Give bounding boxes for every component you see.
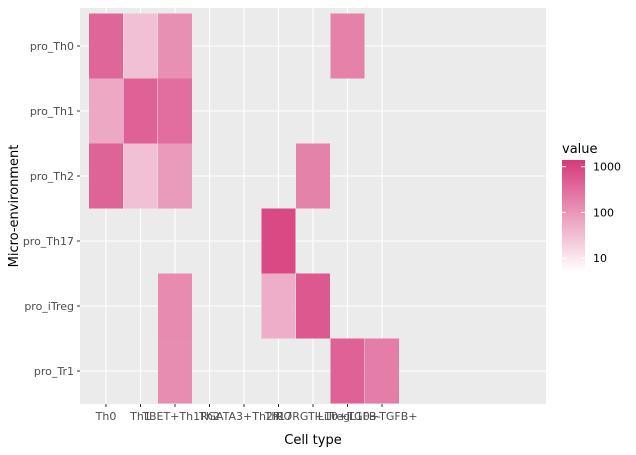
y-axis-title: Micro-environment xyxy=(7,145,22,268)
x-tick-label: Th0 xyxy=(95,410,117,423)
legend-label: 10 xyxy=(593,252,607,265)
y-tick-label: pro_iTreg xyxy=(24,300,74,313)
heatmap-cell xyxy=(330,13,365,79)
legend-label: 1000 xyxy=(593,161,621,174)
heatmap-cell xyxy=(261,273,296,339)
x-tick-label: Th2 xyxy=(198,410,220,423)
heatmap-cell xyxy=(123,13,158,79)
heatmap-cell xyxy=(89,78,123,144)
x-tick-label: Th17 xyxy=(264,410,293,423)
y-tick-label: pro_Th1 xyxy=(30,105,74,118)
heatmap-cell xyxy=(158,143,192,209)
legend-ticks: 10 100 1000 xyxy=(562,161,621,265)
heatmap-cell xyxy=(158,273,192,339)
y-tick-label: pro_Th0 xyxy=(30,40,74,53)
x-axis-title: Cell type xyxy=(284,433,341,448)
heatmap-cell xyxy=(123,143,158,209)
heatmap-cell xyxy=(158,78,192,144)
heatmap-cell xyxy=(89,13,123,79)
heatmap-cell xyxy=(296,273,330,339)
y-tick-label: pro_Th17 xyxy=(23,235,74,248)
heatmap-cell xyxy=(330,338,365,404)
heatmap-cells xyxy=(89,13,399,404)
heatmap-cell xyxy=(123,78,158,144)
x-tick-label: Th1 xyxy=(129,410,151,423)
y-axis: pro_Th0 pro_Th1 pro_Th2 pro_Th17 pro_iTregpr… xyxy=(23,40,80,378)
legend: value 10 100 1000 xyxy=(562,142,621,272)
x-axis: Th0 Th1TBET+Th1RTh2GATA3+Th2RTh17RORGT+iT… xyxy=(95,404,418,423)
legend-colorbar xyxy=(562,160,585,272)
heatmap-cell xyxy=(296,143,330,209)
y-tick-label: pro_Th2 xyxy=(30,170,74,183)
legend-title: value xyxy=(562,142,598,157)
x-tick-label: IL10+TGFB- xyxy=(315,410,381,423)
heatmap-cell xyxy=(158,13,192,79)
y-tick-label: pro_Tr1 xyxy=(34,365,74,378)
heatmap-cell xyxy=(365,338,399,404)
x-tick-label: RORGT+iTreg xyxy=(276,410,350,423)
heatmap-cell xyxy=(89,143,123,209)
legend-label: 100 xyxy=(593,206,614,219)
x-tick-label: TBET+Th1R xyxy=(141,410,208,423)
x-tick-label: IL10+TGFB+ xyxy=(347,410,418,423)
heatmap-cell xyxy=(158,338,192,404)
heatmap-cell xyxy=(261,208,296,274)
x-tick-label: GATA3+Th2R xyxy=(207,410,280,423)
